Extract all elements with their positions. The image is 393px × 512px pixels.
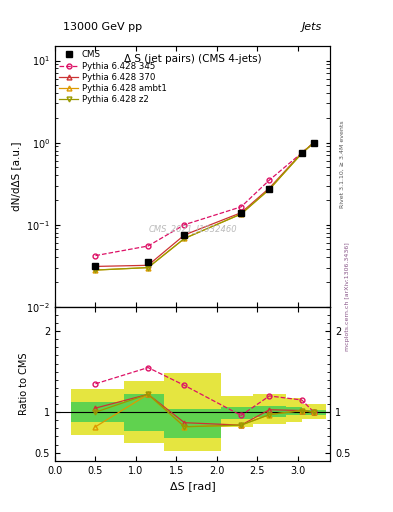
Pythia 6.428 370	[182, 232, 187, 238]
CMS	[146, 259, 151, 265]
Pythia 6.428 z2	[299, 150, 304, 156]
Pythia 6.428 345	[239, 204, 244, 210]
Pythia 6.428 z2	[267, 186, 272, 193]
Text: Jets: Jets	[301, 22, 322, 32]
X-axis label: ΔS [rad]: ΔS [rad]	[170, 481, 215, 491]
Pythia 6.428 370	[239, 209, 244, 216]
Pythia 6.428 ambt1	[267, 186, 272, 193]
CMS	[312, 140, 316, 146]
Pythia 6.428 370	[93, 263, 98, 269]
Pythia 6.428 ambt1	[239, 211, 244, 217]
Pythia 6.428 z2	[146, 265, 151, 271]
Pythia 6.428 345	[182, 222, 187, 228]
CMS	[299, 150, 304, 156]
Pythia 6.428 z2	[182, 236, 187, 242]
Text: Rivet 3.1.10, ≥ 3.4M events: Rivet 3.1.10, ≥ 3.4M events	[340, 120, 345, 208]
Pythia 6.428 ambt1	[146, 265, 151, 271]
Pythia 6.428 345	[93, 252, 98, 259]
Line: Pythia 6.428 345: Pythia 6.428 345	[93, 140, 316, 258]
Text: 13000 GeV pp: 13000 GeV pp	[63, 22, 142, 32]
Pythia 6.428 370	[299, 150, 304, 156]
Pythia 6.428 370	[267, 185, 272, 191]
Pythia 6.428 ambt1	[93, 267, 98, 273]
Pythia 6.428 370	[146, 262, 151, 268]
Pythia 6.428 345	[299, 150, 304, 156]
CMS	[182, 232, 187, 238]
Pythia 6.428 z2	[239, 211, 244, 217]
CMS	[239, 209, 244, 216]
Text: CMS_2021_I1932460: CMS_2021_I1932460	[148, 224, 237, 233]
Line: Pythia 6.428 370: Pythia 6.428 370	[93, 140, 316, 269]
Line: Pythia 6.428 ambt1: Pythia 6.428 ambt1	[93, 140, 316, 272]
Pythia 6.428 ambt1	[312, 140, 316, 146]
Y-axis label: dN/dΔS [a.u.]: dN/dΔS [a.u.]	[11, 142, 21, 211]
Pythia 6.428 z2	[312, 140, 316, 146]
Pythia 6.428 345	[312, 140, 316, 146]
Pythia 6.428 ambt1	[182, 236, 187, 242]
Pythia 6.428 z2	[93, 267, 98, 273]
Pythia 6.428 370	[312, 140, 316, 146]
CMS	[93, 263, 98, 269]
Pythia 6.428 345	[267, 177, 272, 183]
Y-axis label: Ratio to CMS: Ratio to CMS	[19, 353, 29, 415]
Pythia 6.428 ambt1	[299, 150, 304, 156]
Line: CMS: CMS	[92, 139, 317, 269]
Line: Pythia 6.428 z2: Pythia 6.428 z2	[93, 140, 316, 272]
Text: Δ S (jet pairs) (CMS 4-jets): Δ S (jet pairs) (CMS 4-jets)	[124, 54, 261, 64]
Pythia 6.428 345	[146, 243, 151, 249]
Text: mcplots.cern.ch [arXiv:1306.3436]: mcplots.cern.ch [arXiv:1306.3436]	[345, 243, 350, 351]
CMS	[267, 186, 272, 193]
Legend: CMS, Pythia 6.428 345, Pythia 6.428 370, Pythia 6.428 ambt1, Pythia 6.428 z2: CMS, Pythia 6.428 345, Pythia 6.428 370,…	[58, 49, 168, 105]
